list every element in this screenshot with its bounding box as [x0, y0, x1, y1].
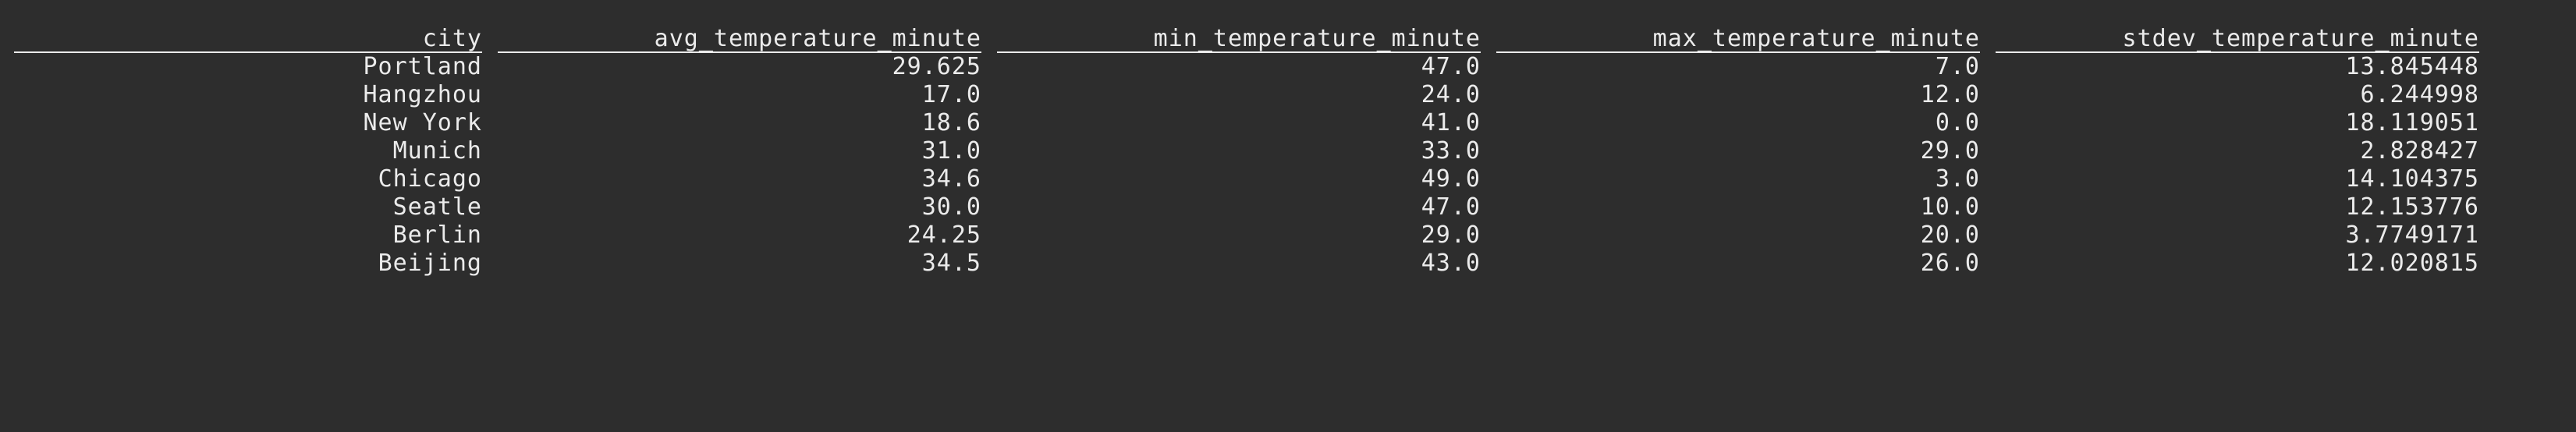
city-cell: Seatle — [392, 193, 482, 221]
table-row: Hangzhou 17.0 24.0 12.0 6.244998 — [14, 81, 2479, 109]
max-temperature-cell: 20.0 — [1920, 221, 1980, 249]
max-temperature-cell: 10.0 — [1920, 193, 1980, 221]
city-cell: Beijing — [378, 250, 482, 277]
stdev-temperature-cell: 13.845448 — [2345, 53, 2479, 80]
min-temperature-cell: 47.0 — [1421, 53, 1481, 80]
column-header-max-temperature: max_temperature_minute — [1496, 25, 1980, 53]
column-header-min-temperature: min_temperature_minute — [997, 25, 1481, 53]
city-cell: Munich — [392, 137, 482, 165]
table-row: Munich 31.0 33.0 29.0 2.828427 — [14, 137, 2478, 165]
max-temperature-cell: 29.0 — [1920, 137, 1980, 165]
city-cell: New York — [363, 109, 482, 136]
min-temperature-cell: 47.0 — [1421, 193, 1481, 221]
city-cell: Berlin — [392, 221, 482, 249]
avg-temperature-cell: 18.6 — [921, 109, 981, 136]
stdev-temperature-cell: 12.153776 — [2345, 193, 2479, 221]
max-temperature-cell: 7.0 — [1935, 53, 1980, 80]
stdev-temperature-cell: 2.828427 — [2360, 137, 2479, 165]
table-row: Beijing 34.5 43.0 26.0 12.020815 — [14, 250, 2478, 278]
column-header-city: city — [14, 25, 482, 53]
min-temperature-cell: 41.0 — [1421, 109, 1481, 136]
column-header-stdev-temperature: stdev_temperature_minute — [1996, 25, 2479, 53]
column-header-avg-temperature: avg_temperature_minute — [498, 25, 981, 53]
table-row: Berlin 24.25 29.0 20.0 3.7749171 — [14, 221, 2478, 250]
min-temperature-cell: 29.0 — [1421, 221, 1481, 249]
city-cell: Hangzhou — [363, 81, 482, 108]
table-row: New York 18.6 41.0 0.0 18.119051 — [14, 109, 2479, 137]
stdev-temperature-cell: 3.7749171 — [2345, 221, 2479, 249]
city-cell: Chicago — [378, 165, 482, 193]
avg-temperature-cell: 30.0 — [921, 193, 981, 221]
table-row: Portland 29.625 47.0 7.0 13.845448 — [14, 53, 2479, 81]
city-cell: Portland — [363, 53, 482, 80]
stdev-temperature-cell: 12.020815 — [2345, 250, 2479, 277]
stdev-temperature-cell: 6.244998 — [2360, 81, 2479, 108]
stdev-temperature-cell: 14.104375 — [2345, 165, 2479, 193]
avg-temperature-cell: 17.0 — [921, 81, 981, 108]
max-temperature-cell: 12.0 — [1920, 81, 1980, 108]
table-header-row: city avg_temperature_minute min_temperat… — [14, 25, 2479, 53]
avg-temperature-cell: 31.0 — [921, 137, 981, 165]
max-temperature-cell: 0.0 — [1935, 109, 1980, 136]
min-temperature-cell: 49.0 — [1421, 165, 1481, 193]
avg-temperature-cell: 24.25 — [907, 221, 981, 249]
table-row: Seatle 30.0 47.0 10.0 12.153776 — [14, 193, 2478, 221]
max-temperature-cell: 3.0 — [1935, 165, 1980, 193]
min-temperature-cell: 24.0 — [1421, 81, 1481, 108]
max-temperature-cell: 26.0 — [1920, 250, 1980, 277]
avg-temperature-cell: 34.6 — [921, 165, 981, 193]
avg-temperature-cell: 29.625 — [892, 53, 981, 80]
table-row: Chicago 34.6 49.0 3.0 14.104375 — [14, 165, 2478, 193]
min-temperature-cell: 43.0 — [1421, 250, 1481, 277]
stdev-temperature-cell: 18.119051 — [2345, 109, 2479, 136]
min-temperature-cell: 33.0 — [1421, 137, 1481, 165]
results-table: city avg_temperature_minute min_temperat… — [14, 25, 2479, 278]
avg-temperature-cell: 34.5 — [921, 250, 981, 277]
